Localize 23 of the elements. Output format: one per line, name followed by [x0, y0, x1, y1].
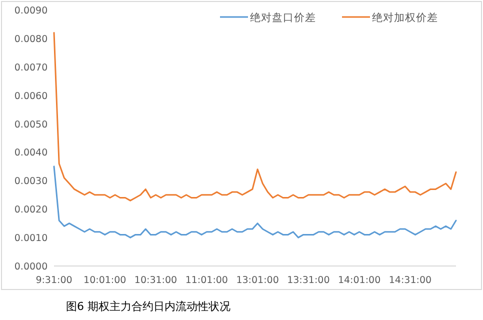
caption: 图6 期权主力合约日内流动性状况 [66, 300, 230, 313]
legend-label: 绝对加权价差 [372, 11, 438, 24]
y-tick-label: 0.0090 [14, 6, 48, 16]
x-tick-label: 10:01:00 [84, 275, 126, 286]
y-tick-label: 0.0060 [14, 90, 48, 102]
y-tick-label: 0.0080 [14, 34, 48, 45]
y-tick-label: 0.0040 [14, 148, 48, 159]
line-series [53, 32, 457, 202]
y-tick-label: 0.0000 [14, 262, 48, 272]
x-tick-label: 13:01:00 [236, 275, 279, 286]
y-tick-label: 0.0010 [14, 233, 48, 244]
y-tick-label: 0.0070 [14, 62, 48, 74]
x-tick-label: 10:31:00 [134, 275, 178, 286]
y-tick-label: 0.0020 [14, 204, 48, 216]
line-series [53, 166, 457, 238]
x-tick-label: 14:31:00 [388, 275, 432, 286]
legend-label: 绝对盘口价差 [250, 11, 316, 24]
x-tick-label: 11:01:00 [185, 275, 228, 286]
y-tick-label: 0.0030 [14, 176, 48, 188]
x-tick-label: 9:31:00 [36, 275, 72, 286]
x-tick-label: 13:31:00 [287, 275, 330, 286]
x-tick-label: 14:01:00 [338, 275, 381, 286]
y-tick-label: 0.0050 [14, 119, 48, 130]
